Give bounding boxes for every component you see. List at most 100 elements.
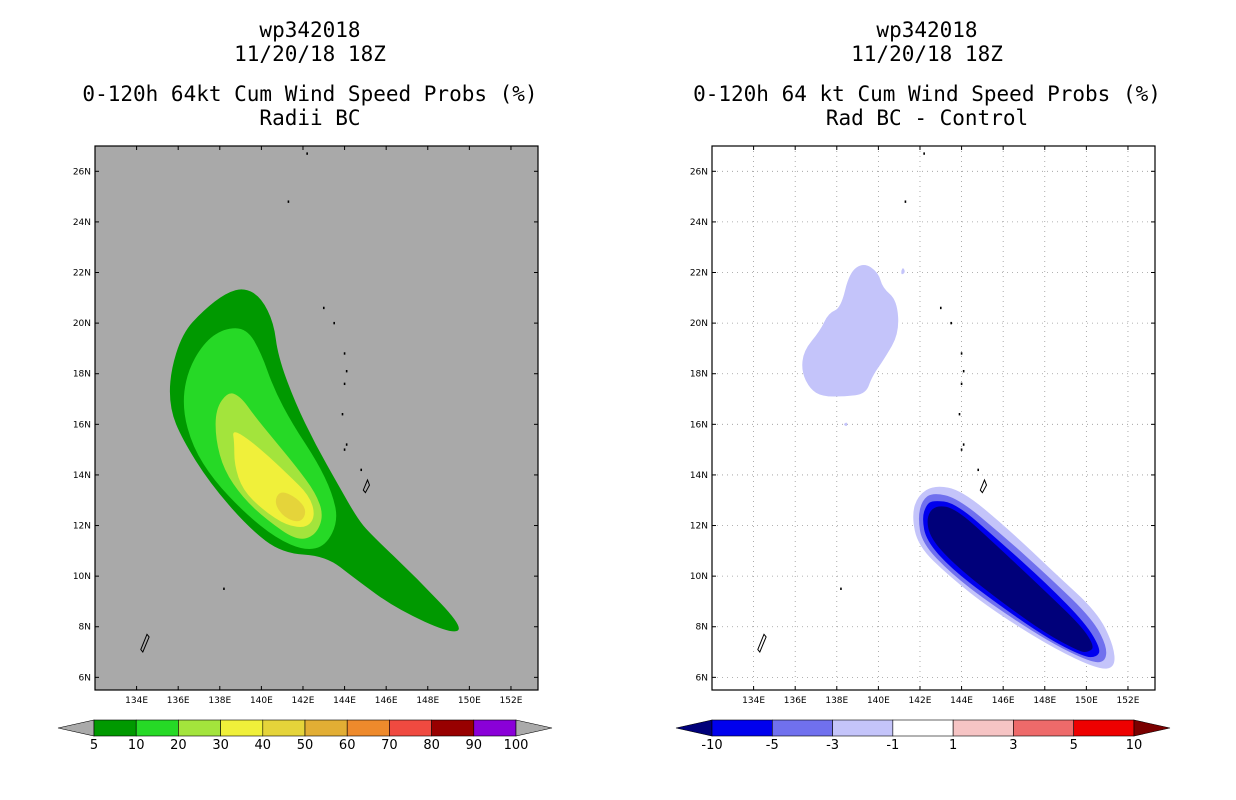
x-tick-label: 140E [867,696,890,706]
islet [341,413,344,416]
islet [977,468,980,472]
y-tick-label: 26N [73,167,91,177]
colorbar-swatch [220,719,264,737]
x-tick-label: 140E [250,696,273,706]
islet [333,321,335,325]
colorbar-label: 50 [297,738,314,753]
left-title-subtitle: Radii BC [259,106,361,130]
map-frame [94,145,539,691]
y-tick-label: 22N [73,269,91,279]
colorbar-label: 20 [170,738,187,753]
map-contents [140,152,459,653]
x-tick-label: 142E [292,696,315,706]
colorbar-label: 1 [949,738,957,753]
colorbar-swatch [346,719,390,737]
colorbar-swatch [431,719,475,737]
colorbar-swatch [178,719,221,737]
right-colorbar: -10 -5 -3 -1 1 3 5 10 [675,719,1171,753]
left-map-panel: 134E 136E 138E 140E 142E 144E 146E 148E 150E 152E… [73,145,539,706]
colorbar-swatch [1013,719,1075,737]
islet [343,448,346,451]
colorbar-label: 70 [381,738,398,753]
islet [223,587,225,590]
x-tick-label: 144E [333,696,356,706]
colorbar-label: 5 [90,738,98,753]
colorbar-swatch [473,719,517,737]
y-tick-label: 20N [690,319,708,329]
x-tick-label: 142E [909,696,932,706]
right-title-product: 0-120h 64 kt Cum Wind Speed Probs (%) [693,82,1161,106]
colorbar-label: -10 [701,738,722,753]
y-tick-label: 24N [690,218,708,228]
colorbar-swatch [892,719,954,737]
left-title-date: 11/20/18 18Z [234,42,386,66]
right-title-subtitle: Rad BC - Control [825,106,1029,130]
colorbar-low-extension [57,719,95,737]
island-guam-saipan [362,478,371,494]
colorbar-label: 100 [504,738,529,753]
colorbar-swatch [832,719,894,737]
island-palau [140,633,150,653]
island-guam-saipan [979,478,988,494]
y-tick-label: 16N [73,420,91,430]
colorbar-swatch [304,719,348,737]
islet [345,443,348,446]
contour-level-neg1 [844,422,848,427]
colorbar-label: 10 [1126,738,1143,753]
x-tick-label: 138E [825,696,848,706]
islet [345,369,348,373]
y-tick-label: 10N [690,572,708,582]
colorbar-label: 10 [128,738,145,753]
y-tick-label: 8N [79,623,91,633]
x-tick-label: 136E [784,696,807,706]
y-tick-label: 10N [73,572,91,582]
x-tick-label: 146E [375,696,398,706]
islet [962,443,965,446]
colorbar-label: -5 [766,738,779,753]
islet [322,306,325,310]
y-tick-label: 8N [696,623,708,633]
x-tick-label: 146E [992,696,1015,706]
islet [960,382,963,386]
islet [950,321,952,325]
islet [939,306,942,310]
contour-level-neg1 [901,268,905,275]
colorbar-label: 90 [466,738,483,753]
colorbar-high-extension [1133,719,1171,737]
colorbar-swatch [711,719,773,737]
islet [287,200,290,203]
islet [840,587,842,590]
y-tick-label: 12N [690,522,708,532]
colorbar-swatch [771,719,833,737]
islet [962,369,965,373]
colorbar-label: 5 [1070,738,1078,753]
colorbar-label: -3 [826,738,839,753]
y-tick-label: 26N [690,167,708,177]
colorbar-swatch [389,719,432,737]
x-tick-label: 136E [167,696,190,706]
islet [923,152,925,155]
islet [904,200,907,203]
x-tick-label: 148E [416,696,439,706]
contour-level-neg1 [802,264,899,397]
colorbar-swatch [262,719,306,737]
left-colorbar: 5 10 20 30 40 50 60 70 80 90 100 [57,719,553,753]
islet [343,352,346,355]
colorbar-low-extension [675,719,713,737]
colorbar-label: 40 [255,738,272,753]
y-tick-label: 14N [73,471,91,481]
y-tick-label: 12N [73,522,91,532]
island-palau [757,633,767,653]
right-title-date: 11/20/18 18Z [851,42,1003,66]
x-tick-label: 150E [1075,696,1098,706]
y-tick-label: 18N [73,370,91,380]
colorbar-swatch [93,719,137,737]
y-tick-label: 16N [690,420,708,430]
y-tick-label: 6N [79,673,91,683]
y-tick-label: 24N [73,218,91,228]
x-tick-label: 134E [125,696,148,706]
islet [958,413,961,416]
left-title: wp342018 11/20/18 18Z 0-120h 64kt Cum Wi… [60,18,560,130]
y-tick-label: 22N [690,269,708,279]
y-tick-label: 20N [73,319,91,329]
